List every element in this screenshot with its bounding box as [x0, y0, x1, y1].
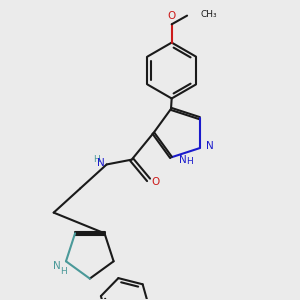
Text: CH₃: CH₃	[201, 10, 217, 19]
Text: N: N	[97, 158, 105, 168]
Text: O: O	[167, 11, 176, 21]
Text: N: N	[206, 141, 214, 151]
Text: N: N	[179, 155, 187, 165]
Text: H: H	[60, 267, 67, 276]
Text: O: O	[151, 177, 159, 187]
Text: H: H	[186, 157, 193, 166]
Text: N: N	[53, 261, 61, 271]
Text: H: H	[93, 155, 99, 164]
